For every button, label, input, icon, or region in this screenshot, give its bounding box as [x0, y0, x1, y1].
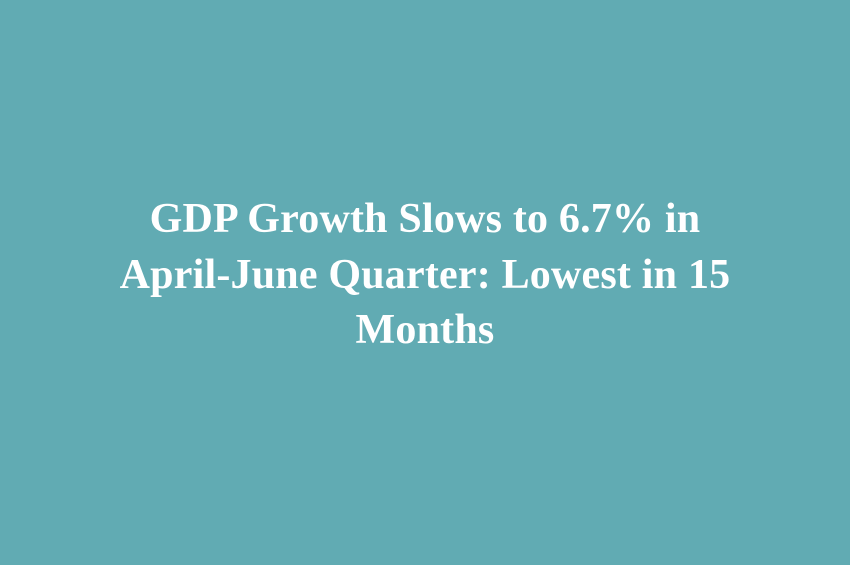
headline-line-2: April-June Quarter: Lowest in 15 [119, 251, 731, 298]
headline-line-1: GDP Growth Slows to 6.7% in [149, 196, 701, 243]
headline-title: GDP Growth Slows to 6.7% in April-June Q… [120, 192, 731, 358]
headline-line-3: Months [355, 307, 495, 354]
